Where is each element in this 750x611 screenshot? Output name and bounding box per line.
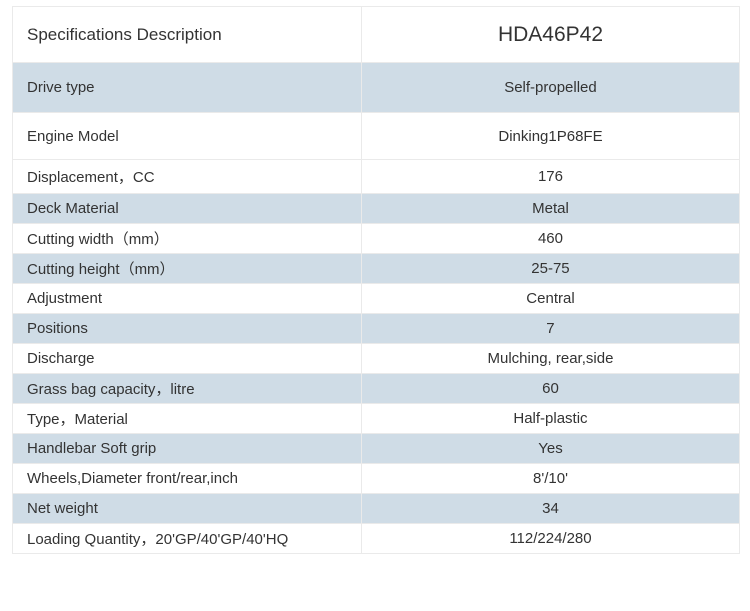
table-row: Discharge Mulching, rear,side [13, 344, 740, 374]
row-label: Wheels,Diameter front/rear,inch [13, 464, 362, 494]
row-value: 8'/10' [361, 464, 739, 494]
row-label: Type，Material [13, 404, 362, 434]
row-value: Self-propelled [361, 63, 739, 113]
table-body: Specifications Description HDA46P42 Driv… [13, 7, 740, 554]
row-label: Deck Material [13, 194, 362, 224]
table-row: Engine Model Dinking1P68FE [13, 113, 740, 160]
table-row: Wheels,Diameter front/rear,inch 8'/10' [13, 464, 740, 494]
row-label: Displacement，CC [13, 160, 362, 194]
table-row: Drive type Self-propelled [13, 63, 740, 113]
table-row: Deck Material Metal [13, 194, 740, 224]
row-value: 25-75 [361, 254, 739, 284]
table-row: Cutting width（mm） 460 [13, 224, 740, 254]
row-label: Grass bag capacity，litre [13, 374, 362, 404]
table-row: Cutting height（mm） 25-75 [13, 254, 740, 284]
row-label: Adjustment [13, 284, 362, 314]
specifications-table: Specifications Description HDA46P42 Driv… [12, 6, 740, 554]
row-value: Yes [361, 434, 739, 464]
row-label: Positions [13, 314, 362, 344]
row-value: Dinking1P68FE [361, 113, 739, 160]
row-label: Cutting width（mm） [13, 224, 362, 254]
row-value: 34 [361, 494, 739, 524]
row-value: Mulching, rear,side [361, 344, 739, 374]
table-row: Grass bag capacity，litre 60 [13, 374, 740, 404]
table-row: Loading Quantity，20'GP/40'GP/40'HQ 112/2… [13, 524, 740, 554]
table-row: Handlebar Soft grip Yes [13, 434, 740, 464]
row-label: Discharge [13, 344, 362, 374]
row-label: Loading Quantity，20'GP/40'GP/40'HQ [13, 524, 362, 554]
row-label: Drive type [13, 63, 362, 113]
table-row: Positions 7 [13, 314, 740, 344]
row-label: Engine Model [13, 113, 362, 160]
row-label: Handlebar Soft grip [13, 434, 362, 464]
table-row: Adjustment Central [13, 284, 740, 314]
row-value: 176 [361, 160, 739, 194]
table-row: Displacement，CC 176 [13, 160, 740, 194]
table-row: Net weight 34 [13, 494, 740, 524]
row-label: Cutting height（mm） [13, 254, 362, 284]
row-value: 7 [361, 314, 739, 344]
row-label: Net weight [13, 494, 362, 524]
row-value: Central [361, 284, 739, 314]
table-header-row: Specifications Description HDA46P42 [13, 7, 740, 63]
row-value: 60 [361, 374, 739, 404]
row-value: 112/224/280 [361, 524, 739, 554]
row-value: 460 [361, 224, 739, 254]
row-value: Metal [361, 194, 739, 224]
header-label: Specifications Description [13, 7, 362, 63]
table-row: Type，Material Half-plastic [13, 404, 740, 434]
row-value: Half-plastic [361, 404, 739, 434]
header-value: HDA46P42 [361, 7, 739, 63]
